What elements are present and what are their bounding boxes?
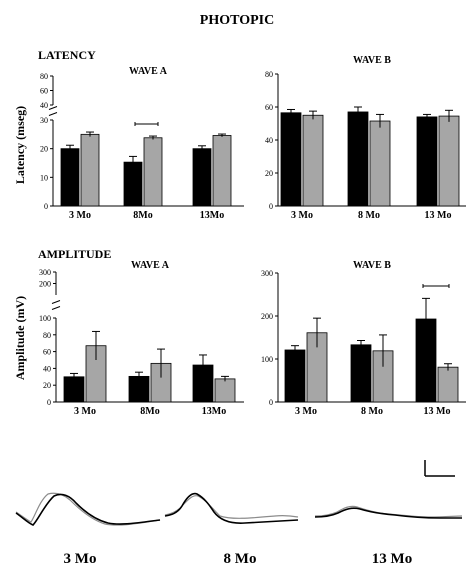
latency_a-tick-label: 30 [40,116,48,125]
latency_a-tick-label: 0 [44,202,48,211]
latency_b-tick-label: 60 [265,103,273,112]
waveform-label-13mo: 13 Mo [372,551,412,567]
latency_b-bar-gray [369,120,391,207]
latency_b-bar-black [347,111,369,207]
amplitude-section-label: AMPLITUDE [38,247,111,261]
latency_a-tick-label: 10 [40,173,48,182]
latency-wave-a-chart: WAVE A 0 10 20 30 40 60 80 3 Mo 8Mo 13Mo [40,66,244,221]
latency_a-bar-gray [212,135,232,207]
latency-section-label: LATENCY [38,48,96,62]
latency_a-bar-black [192,148,212,207]
amplitude_b-tick-label: 300 [261,269,273,278]
latency_b-category-label: 8 Mo [358,210,380,221]
latency_a-bar-gray [80,133,100,207]
latency_a-bar-gray [143,137,163,207]
amplitude_a-category-label: 8Mo [140,406,159,417]
amplitude_a-tick-label: 20 [43,381,51,390]
latency_a-axis-break [48,106,58,110]
waveform-3mo-black [15,493,161,526]
waveform-3mo-gray [15,492,161,526]
amplitude_a-bar-gray [214,378,236,403]
amplitude_b-bar-black [284,349,306,403]
amplitude_b-title: WAVE B [353,260,391,271]
amplitude_a-tick-label: 80 [43,331,51,340]
amplitude-wave-a-chart: WAVE A 0 20 40 60 80 100 200 300 3 Mo 8Mo 13Mo [39,260,244,417]
latency_a-category-label: 8Mo [133,210,152,221]
latency_b-tick-label: 20 [265,169,273,178]
latency_b-bar-black [416,116,438,207]
amplitude_a-category-label: 3 Mo [74,406,96,417]
amplitude_a-tick-label: 60 [43,348,51,357]
amplitude_b-tick-label: 100 [261,355,273,364]
waveform-label-3mo: 3 Mo [64,551,97,567]
amplitude_a-bar-black [63,376,85,403]
latency_a-bar-black [123,161,143,207]
amplitude-axis-label: Amplitude (mV) [13,296,27,380]
waveform-trace-8mo [164,492,299,524]
latency_a-tick-label: 40 [40,101,48,110]
amplitude_b-category-label: 13 Mo [424,406,451,417]
latency_a-tick-label: 80 [40,72,48,81]
amplitude_a-tick-label: 100 [39,314,51,323]
waveform-trace-3mo [15,492,161,526]
latency-axis-label: Latency (mseg) [13,106,27,184]
amplitude_b-bar-black [350,344,372,403]
amplitude_a-tick-label: 300 [39,268,51,277]
amplitude_a-title: WAVE A [131,260,170,271]
amplitude_a-category-label: 13Mo [202,406,226,417]
amplitude_b-tick-label: 200 [261,312,273,321]
latency_b-title: WAVE B [353,55,391,66]
waveform-trace-13mo [314,505,463,519]
latency_a-tick-label: 60 [40,87,48,96]
latency_b-tick-label: 0 [269,202,273,211]
latency_a-title: WAVE A [129,66,168,77]
latency_a-tick-label: 20 [40,145,48,154]
waveform-label-8mo: 8 Mo [224,551,257,567]
latency_a-bar-black [60,148,80,207]
amplitude_b-category-label: 3 Mo [295,406,317,417]
waveform-8mo-black [164,492,299,524]
latency_b-tick-label: 80 [265,70,273,79]
latency_a-category-label: 13Mo [200,210,224,221]
amplitude_b-tick-label: 0 [269,398,273,407]
amplitude_a-tick-label: 40 [43,364,51,373]
amplitude_a-axis-break [51,306,61,310]
amplitude_a-tick-label: 200 [39,280,51,289]
latency_b-category-label: 3 Mo [291,210,313,221]
latency_b-bar-gray [302,114,324,207]
amplitude_b-category-label: 8 Mo [361,406,383,417]
figure-title: PHOTOPIC [200,13,274,28]
amplitude-wave-b-chart: WAVE B 0 100 200 300 3 Mo 8 Mo 13 Mo [261,260,466,417]
latency_b-tick-label: 40 [265,136,273,145]
scale-bar [424,460,455,477]
amplitude_b-bar-gray [437,366,459,403]
waveform-8mo-gray [164,495,299,519]
latency_a-category-label: 3 Mo [69,210,91,221]
amplitude_a-axis-break [51,300,61,304]
latency_b-bar-gray [438,115,460,207]
waveform-13mo-gray [314,505,463,518]
amplitude_a-tick-label: 0 [47,398,51,407]
latency_a-axis-break [48,112,58,116]
latency_b-category-label: 13 Mo [425,210,452,221]
latency-wave-b-chart: WAVE B 0 20 40 60 80 3 Mo 8 Mo 13 Mo [265,55,466,221]
waveform-13mo-black [314,507,462,519]
latency_b-bar-black [280,112,302,207]
